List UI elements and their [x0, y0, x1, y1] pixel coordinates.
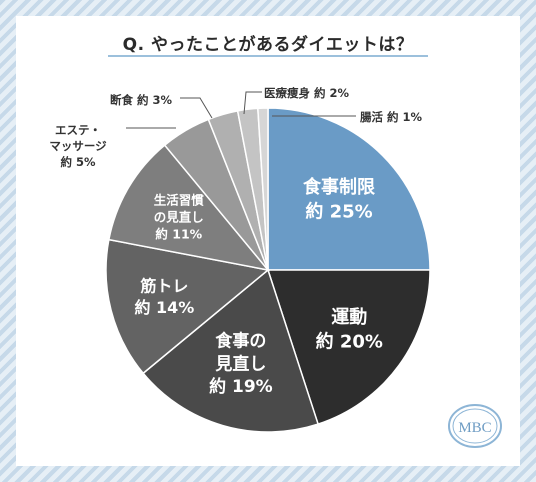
- slice-label-2-line-1: 運動: [331, 306, 367, 328]
- slice-label-3-line-2: 見直し: [214, 353, 266, 374]
- pie-slice-9: [257, 107, 269, 271]
- slice-value-4: 約 14%: [134, 298, 194, 317]
- pie-slice-3: [142, 268, 320, 433]
- slice-label-8: 医療痩身 約 2%: [264, 86, 350, 100]
- slice-label-3-line-1: 食事の: [215, 330, 266, 351]
- slice-label-5-line-2: の見直し: [154, 210, 204, 225]
- pie-slice-1: [267, 107, 431, 271]
- slice-label-5-line-1: 生活習慣: [154, 193, 205, 208]
- mbc-logo: MBC: [448, 404, 502, 448]
- title-underline: [108, 55, 428, 57]
- logo-text: MBC: [458, 420, 491, 436]
- chart-title: Q. やったことがあるダイエットは？: [122, 35, 414, 55]
- slice-label-9: 腸活 約 1%: [360, 110, 423, 124]
- leader-line-7: [180, 97, 213, 119]
- slice-label-7: 断食 約 3%: [110, 93, 173, 107]
- slice-value-5: 約 11%: [155, 227, 202, 242]
- slice-label-1-line-1: 食事制限: [302, 176, 376, 198]
- pie-slice-4: [105, 238, 270, 375]
- slice-label-6-line-1: エステ・: [55, 123, 101, 137]
- pie-slice-5: [107, 144, 270, 272]
- slice-value-2: 約 20%: [316, 331, 383, 353]
- slice-label-6-line-2: マッサージ: [49, 139, 107, 153]
- pie-slice-2: [266, 269, 431, 426]
- slice-value-3: 約 19%: [209, 376, 273, 397]
- slice-value-6: 約 5%: [60, 155, 96, 169]
- leader-line-8: [243, 91, 262, 115]
- slice-value-1: 約 25%: [305, 200, 372, 222]
- slice-label-4-line-1: 筋トレ: [139, 276, 188, 295]
